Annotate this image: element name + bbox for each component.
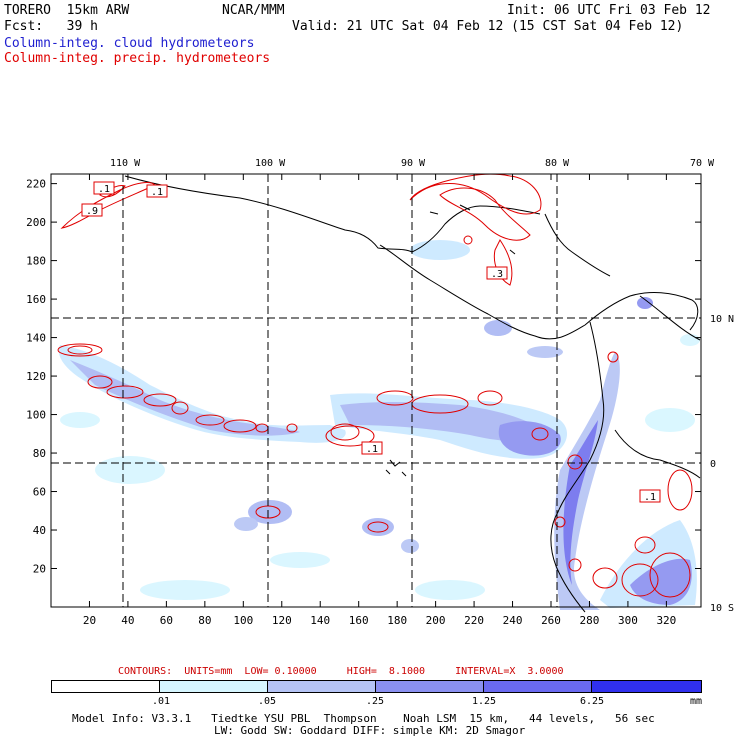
y-tick-label: 140 bbox=[26, 332, 46, 345]
y-tick-label: 60 bbox=[33, 486, 46, 499]
y-tick-labels: 20 40 60 80 100 120 140 160 180 200 220 bbox=[26, 178, 46, 576]
plot-frame bbox=[50, 173, 702, 608]
x-tick-label: 300 bbox=[618, 614, 638, 627]
organization: NCAR/MMM bbox=[222, 3, 285, 18]
field-cloud-label: Column-integ. cloud hydrometeors bbox=[4, 36, 255, 51]
x-tick-label: 200 bbox=[426, 614, 446, 627]
lon-label-80w: 80 W bbox=[545, 158, 570, 169]
colorbar-label-4: 6.25 bbox=[580, 696, 605, 707]
x-tick-label: 260 bbox=[541, 614, 561, 627]
forecast-hour: Fcst: 39 h bbox=[4, 19, 98, 34]
contour-value-labels: .1 .1 .9 .3 .1 .1 bbox=[81, 181, 661, 503]
x-tick-label: 120 bbox=[272, 614, 292, 627]
y-tick-label: 40 bbox=[33, 524, 46, 537]
colorbar-units: mm bbox=[690, 696, 703, 707]
x-tick-label: 180 bbox=[387, 614, 407, 627]
colorbar-label-1: .05 bbox=[258, 696, 277, 707]
contour-label-6: .1 bbox=[644, 492, 656, 503]
y-tick-label: 220 bbox=[26, 178, 46, 191]
y-tick-label: 20 bbox=[33, 563, 46, 576]
cloud-shading bbox=[58, 240, 700, 610]
x-tick-label: 80 bbox=[198, 614, 211, 627]
axis-ticks bbox=[51, 174, 701, 607]
y-tick-label: 120 bbox=[26, 370, 46, 383]
x-tick-label: 320 bbox=[656, 614, 676, 627]
lat-label-10n: 10 N bbox=[710, 314, 734, 325]
x-tick-label: 160 bbox=[349, 614, 369, 627]
valid-time: Valid: 21 UTC Sat 04 Feb 12 (15 CST Sat … bbox=[292, 19, 684, 34]
lon-label-90w: 90 W bbox=[401, 158, 426, 169]
field-precip-label: Column-integ. precip. hydrometeors bbox=[4, 51, 271, 66]
y-tick-label: 200 bbox=[26, 216, 46, 229]
colorbar-swatch-2 bbox=[268, 680, 376, 693]
init-time: Init: 06 UTC Fri 03 Feb 12 bbox=[507, 3, 711, 18]
lon-label-70w: 70 W bbox=[690, 158, 715, 169]
x-tick-label: 20 bbox=[83, 614, 96, 627]
contour-label-4: .3 bbox=[491, 269, 503, 280]
x-tick-label: 280 bbox=[580, 614, 600, 627]
model-title: TORERO 15km ARW bbox=[4, 3, 130, 18]
lat-label-10s: 10 S bbox=[710, 603, 734, 614]
contour-info: CONTOURS: UNITS=mm LOW= 0.10000 HIGH= 8.… bbox=[118, 666, 564, 677]
colorbar-swatch-1 bbox=[160, 680, 268, 693]
colorbar-frame bbox=[51, 680, 702, 693]
lat-label-0: 0 bbox=[710, 459, 716, 470]
model-info-line1: Model Info: V3.3.1 Tiedtke YSU PBL Thomp… bbox=[72, 712, 655, 725]
colorbar-swatch-0 bbox=[51, 680, 160, 693]
contour-label-5: .1 bbox=[366, 444, 378, 455]
colorbar-label-2: .25 bbox=[366, 696, 385, 707]
colorbar-swatch-4 bbox=[484, 680, 592, 693]
colorbar-label-3: 1.25 bbox=[472, 696, 497, 707]
latlon-grid bbox=[51, 174, 701, 607]
coastlines bbox=[124, 175, 701, 613]
contour-label-1: .1 bbox=[98, 184, 110, 195]
contour-label-3: .9 bbox=[86, 206, 98, 217]
y-tick-label: 100 bbox=[26, 409, 46, 422]
colorbar-swatch-3 bbox=[376, 680, 484, 693]
y-tick-label: 160 bbox=[26, 293, 46, 306]
x-tick-label: 140 bbox=[310, 614, 330, 627]
colorbar-label-0: .01 bbox=[152, 696, 171, 707]
x-tick-label: 240 bbox=[503, 614, 523, 627]
x-tick-label: 100 bbox=[233, 614, 253, 627]
x-tick-label: 220 bbox=[464, 614, 484, 627]
x-tick-labels: 20 40 60 80 100 120 140 160 180 200 220 240 260 280 30… bbox=[83, 614, 676, 627]
y-tick-label: 80 bbox=[33, 447, 46, 460]
lon-label-110w: 110 W bbox=[110, 158, 141, 169]
lon-label-100w: 100 W bbox=[255, 158, 286, 169]
x-tick-label: 40 bbox=[121, 614, 134, 627]
contour-label-2: .1 bbox=[151, 187, 163, 198]
y-tick-label: 180 bbox=[26, 255, 46, 268]
model-info-line2: LW: Godd SW: Goddard DIFF: simple KM: 2D… bbox=[214, 724, 526, 737]
x-tick-label: 60 bbox=[160, 614, 173, 627]
